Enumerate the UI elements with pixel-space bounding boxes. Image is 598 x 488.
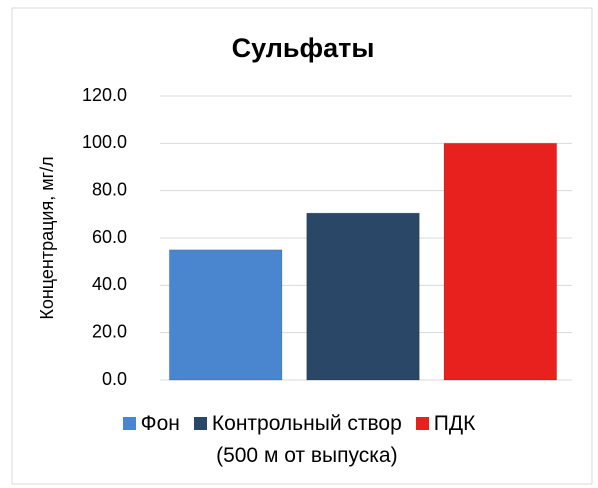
legend-label: ПДК [433,412,476,435]
chart-title: Сульфаты [232,33,375,63]
legend-swatch [193,417,207,430]
legend-swatch [122,417,136,430]
y-tick-label: 40.0 [92,274,127,294]
y-tick-label: 80.0 [92,179,127,199]
bar [168,249,283,381]
y-axis-title: Концентрация, мг/л [37,156,57,319]
legend-item: Фон [122,410,180,440]
bar [443,142,558,381]
legend-item: ПДК [415,410,476,440]
legend-label: Контрольный створ (500 м от выпуска) [211,412,402,467]
y-tick-label: 60.0 [92,227,127,247]
y-tick-label: 20.0 [92,321,127,341]
legend-item: Контрольный створ (500 м от выпуска) [193,410,402,472]
legend-label: Фон [140,412,180,435]
legend: Фон Контрольный створ (500 м от выпуска) П… [0,410,598,472]
legend-swatch [415,417,429,430]
y-tick-label: 120.0 [82,85,127,105]
y-tick-label: 100.0 [82,132,127,152]
bar [306,212,420,381]
y-tick-label: 0.0 [102,369,127,389]
